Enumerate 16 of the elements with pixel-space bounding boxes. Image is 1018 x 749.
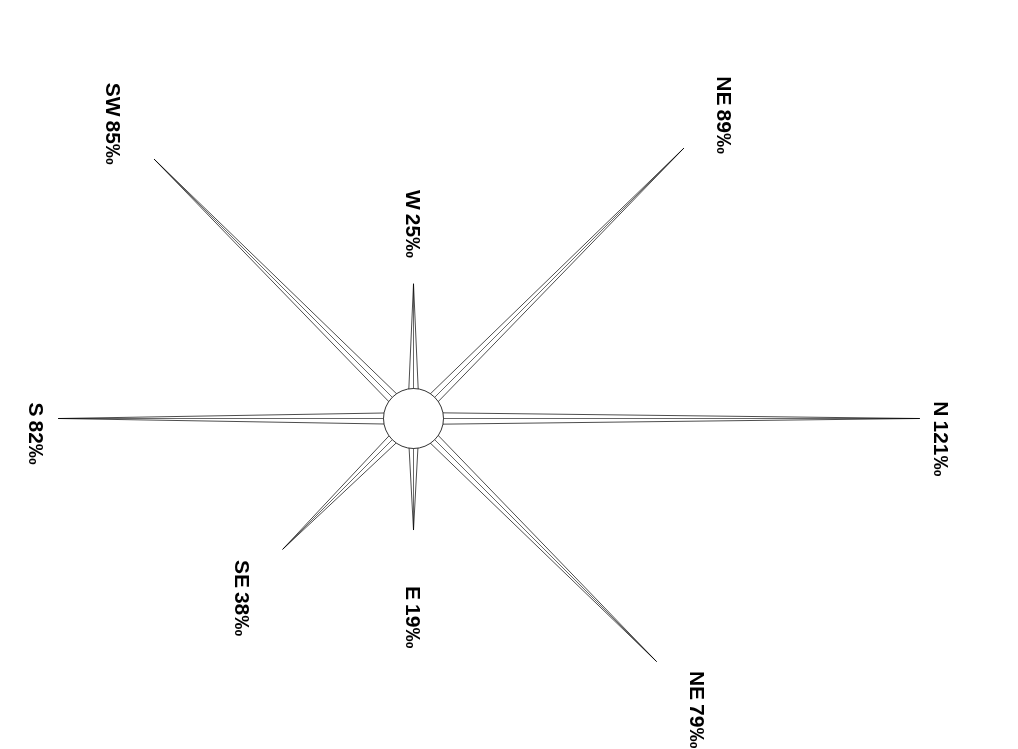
category-label: W [402, 189, 425, 210]
category-label: SW [101, 82, 125, 117]
data-label: 85‰ [101, 120, 125, 165]
category-label: N [930, 401, 954, 417]
category-label: SE [230, 559, 254, 588]
category-label: E [402, 586, 425, 601]
data-label: 79‰ [685, 704, 709, 749]
data-label: 121‰ [930, 420, 954, 477]
data-label: 82‰ [24, 420, 48, 465]
category-label: NE [712, 76, 736, 106]
data-label: 38‰ [230, 591, 254, 637]
data-label: 89‰ [712, 109, 736, 154]
category-label: S [24, 402, 48, 417]
data-label: 19‰ [402, 604, 425, 649]
category-label: NE [685, 670, 709, 701]
data-label: 25‰ [402, 213, 425, 259]
